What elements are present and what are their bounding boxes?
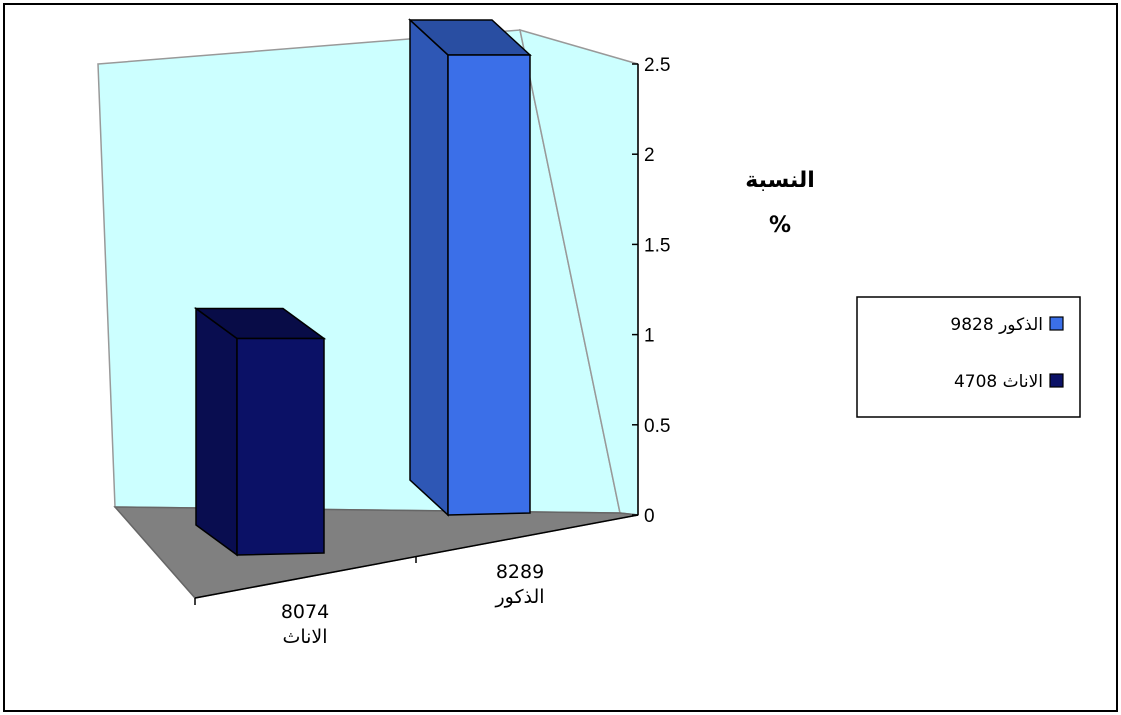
y-tick-label: 2.5 — [644, 55, 670, 76]
legend-label: الذكور 9828 — [950, 315, 1043, 335]
y-axis-title: النسبة % — [745, 168, 815, 238]
category-label-1: 8074 الاناث — [281, 601, 329, 648]
bar-side-face — [409, 18, 449, 517]
legend: الذكور 9828 الاناث 4708 — [856, 296, 1081, 418]
category-label-line: 8074 — [281, 601, 329, 623]
y-tick-label: 0.5 — [644, 416, 670, 437]
legend-swatch — [1049, 373, 1064, 388]
legend-box — [856, 296, 1081, 418]
category-label-line: الاناث — [282, 626, 327, 648]
legend-item-1: الذكور 9828 — [950, 315, 1064, 335]
bar-side-face — [195, 307, 238, 557]
category-labels: 8074 الاناث 8289 الذكور — [281, 561, 545, 648]
bar-1 — [193, 307, 327, 557]
category-label-2: 8289 الذكور — [494, 561, 544, 608]
y-tick-label: 1.5 — [644, 235, 670, 256]
y-axis-ticks: 0 0.5 1 1.5 2 2.5 — [632, 55, 670, 527]
legend-swatch — [1049, 316, 1064, 331]
bar-2 — [408, 18, 532, 517]
category-label-line: 8289 — [496, 561, 544, 583]
y-tick-label: 0 — [644, 506, 655, 527]
y-axis-title-line-2: % — [769, 213, 791, 238]
bar-front-face — [447, 54, 531, 516]
bar-front-face — [236, 337, 325, 556]
y-tick-label: 2 — [644, 145, 655, 166]
legend-label: الاناث 4708 — [954, 372, 1043, 392]
y-axis-title-line-1: النسبة — [745, 168, 815, 193]
x-axis-ticks — [194, 556, 417, 605]
legend-item-2: الاناث 4708 — [954, 372, 1064, 392]
bars — [193, 18, 532, 557]
y-tick-label: 1 — [644, 326, 655, 347]
category-label-line: الذكور — [494, 586, 544, 608]
